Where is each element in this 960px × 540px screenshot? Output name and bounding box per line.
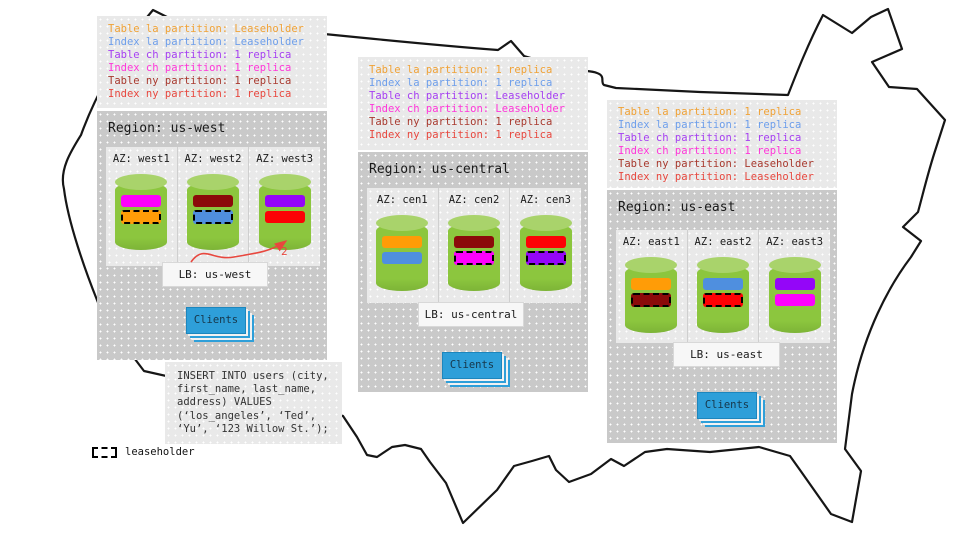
legend-line: Index ch partition: 1 replica [618,144,802,157]
legend-line: Table ch partition: 1 replica [108,48,292,61]
partition-bar [382,236,423,248]
az-label: AZ: west1 [112,153,170,165]
az-label: AZ: east2 [694,236,752,248]
legend-line: Table la partition: 1 replica [618,106,802,118]
legend-line: Index ch partition: 1 replica [108,61,292,74]
database-node-icon [768,257,821,333]
load-balancer-us-central: LB: us-central [418,302,524,327]
partition-bar [774,278,815,290]
partition-legend-us-central: Table la partition: 1 replica Index la p… [358,57,588,150]
partition-bar [382,252,423,264]
az-east1: AZ: east1 [616,230,687,343]
database-node-icon [697,257,749,333]
az-panel-us-central: AZ: cen1 AZ: cen2 AZ: ce [367,188,581,303]
legend-line: Table la partition: Leaseholder [108,23,304,35]
legend-line: Table ch partition: Leaseholder [369,89,565,102]
partition-bar [264,195,305,207]
az-label: AZ: cen3 [520,194,571,206]
legend-line: Index ny partition: Leaseholder [618,170,814,183]
legend-line: Table ny partition: 1 replica [108,74,292,87]
sql-text: INSERT INTO users (city, first_name, las… [177,370,329,435]
az-east3: AZ: east3 [758,230,830,343]
az-label: AZ: west2 [184,153,242,165]
partition-bar-leaseholder [703,293,743,307]
az-east2: AZ: east2 [686,230,759,343]
legend-line: Index la partition: Leaseholder [108,35,304,48]
database-node-icon [376,215,429,291]
az-panel-us-east: AZ: east1 AZ: east2 AZ: [616,230,830,343]
partition-bar [631,278,672,290]
legend-line: Table ch partition: 1 replica [618,131,802,144]
region-us-east: Region: us-east AZ: east1 AZ: east2 [607,190,837,443]
legend-line: Index ny partition: 1 replica [369,128,553,141]
legend-line: Table ny partition: 1 replica [369,115,553,128]
database-node-icon [519,215,572,291]
partition-bar [264,211,305,223]
partition-bar [454,236,494,248]
partition-bar-leaseholder [454,251,494,265]
leaseholder-key-label: leaseholder [125,446,195,458]
database-node-icon [115,174,168,250]
region-us-west: Region: us-west AZ: west1 AZ: west2 [97,111,327,360]
az-label: AZ: east3 [766,236,824,248]
az-cen1: AZ: cen1 [367,188,438,303]
az-cen2: AZ: cen2 [437,188,510,303]
partition-legend-us-west: Table la partition: Leaseholder Index la… [97,16,327,108]
legend-line: Table ny partition: Leaseholder [618,157,814,170]
az-label: AZ: cen2 [448,194,500,206]
clients-box-us-west: Clients [186,307,246,334]
partition-bar [193,195,233,207]
partition-bar-leaseholder [631,293,672,307]
clients-box-us-east: Clients [697,392,757,419]
partition-bar [774,294,815,306]
az-panel-us-west: AZ: west1 AZ: west2 AZ: [106,147,320,266]
leaseholder-key: leaseholder [92,446,195,458]
partition-bar [121,195,162,207]
az-west3: AZ: west3 [248,147,320,266]
az-label: AZ: east1 [622,236,680,248]
partition-bar-leaseholder [193,210,233,224]
partition-bar-leaseholder [525,251,566,265]
region-title: Region: us-east [618,200,736,215]
partition-bar-leaseholder [121,210,162,224]
database-node-icon [258,174,311,250]
annotation-2-label: 2 [281,245,288,258]
legend-line: Index la partition: 1 replica [618,118,802,131]
database-node-icon [448,215,500,291]
az-west2: AZ: west2 [176,147,249,266]
legend-line: Table la partition: 1 replica [369,64,553,76]
legend-line: Index la partition: 1 replica [369,76,553,89]
region-title: Region: us-central [369,162,510,177]
az-label: AZ: west3 [256,153,314,165]
load-balancer-us-east: LB: us-east [673,342,780,367]
leaseholder-swatch-icon [92,446,117,458]
partition-bar [703,278,743,290]
database-node-icon [625,257,678,333]
region-us-central: Region: us-central AZ: cen1 AZ: cen2 [358,152,588,392]
az-label: AZ: cen1 [377,194,428,206]
az-cen3: AZ: cen3 [509,188,581,303]
partition-bar [525,236,566,248]
load-balancer-us-west: LB: us-west [162,262,268,287]
legend-line: Index ny partition: 1 replica [108,87,292,100]
sql-note: INSERT INTO users (city, first_name, las… [165,362,342,444]
clients-box-us-central: Clients [442,352,502,379]
partition-legend-us-east: Table la partition: 1 replica Index la p… [607,100,837,188]
az-west1: AZ: west1 [106,147,177,266]
region-title: Region: us-west [108,121,226,136]
database-node-icon [187,174,239,250]
legend-line: Index ch partition: Leaseholder [369,102,565,115]
